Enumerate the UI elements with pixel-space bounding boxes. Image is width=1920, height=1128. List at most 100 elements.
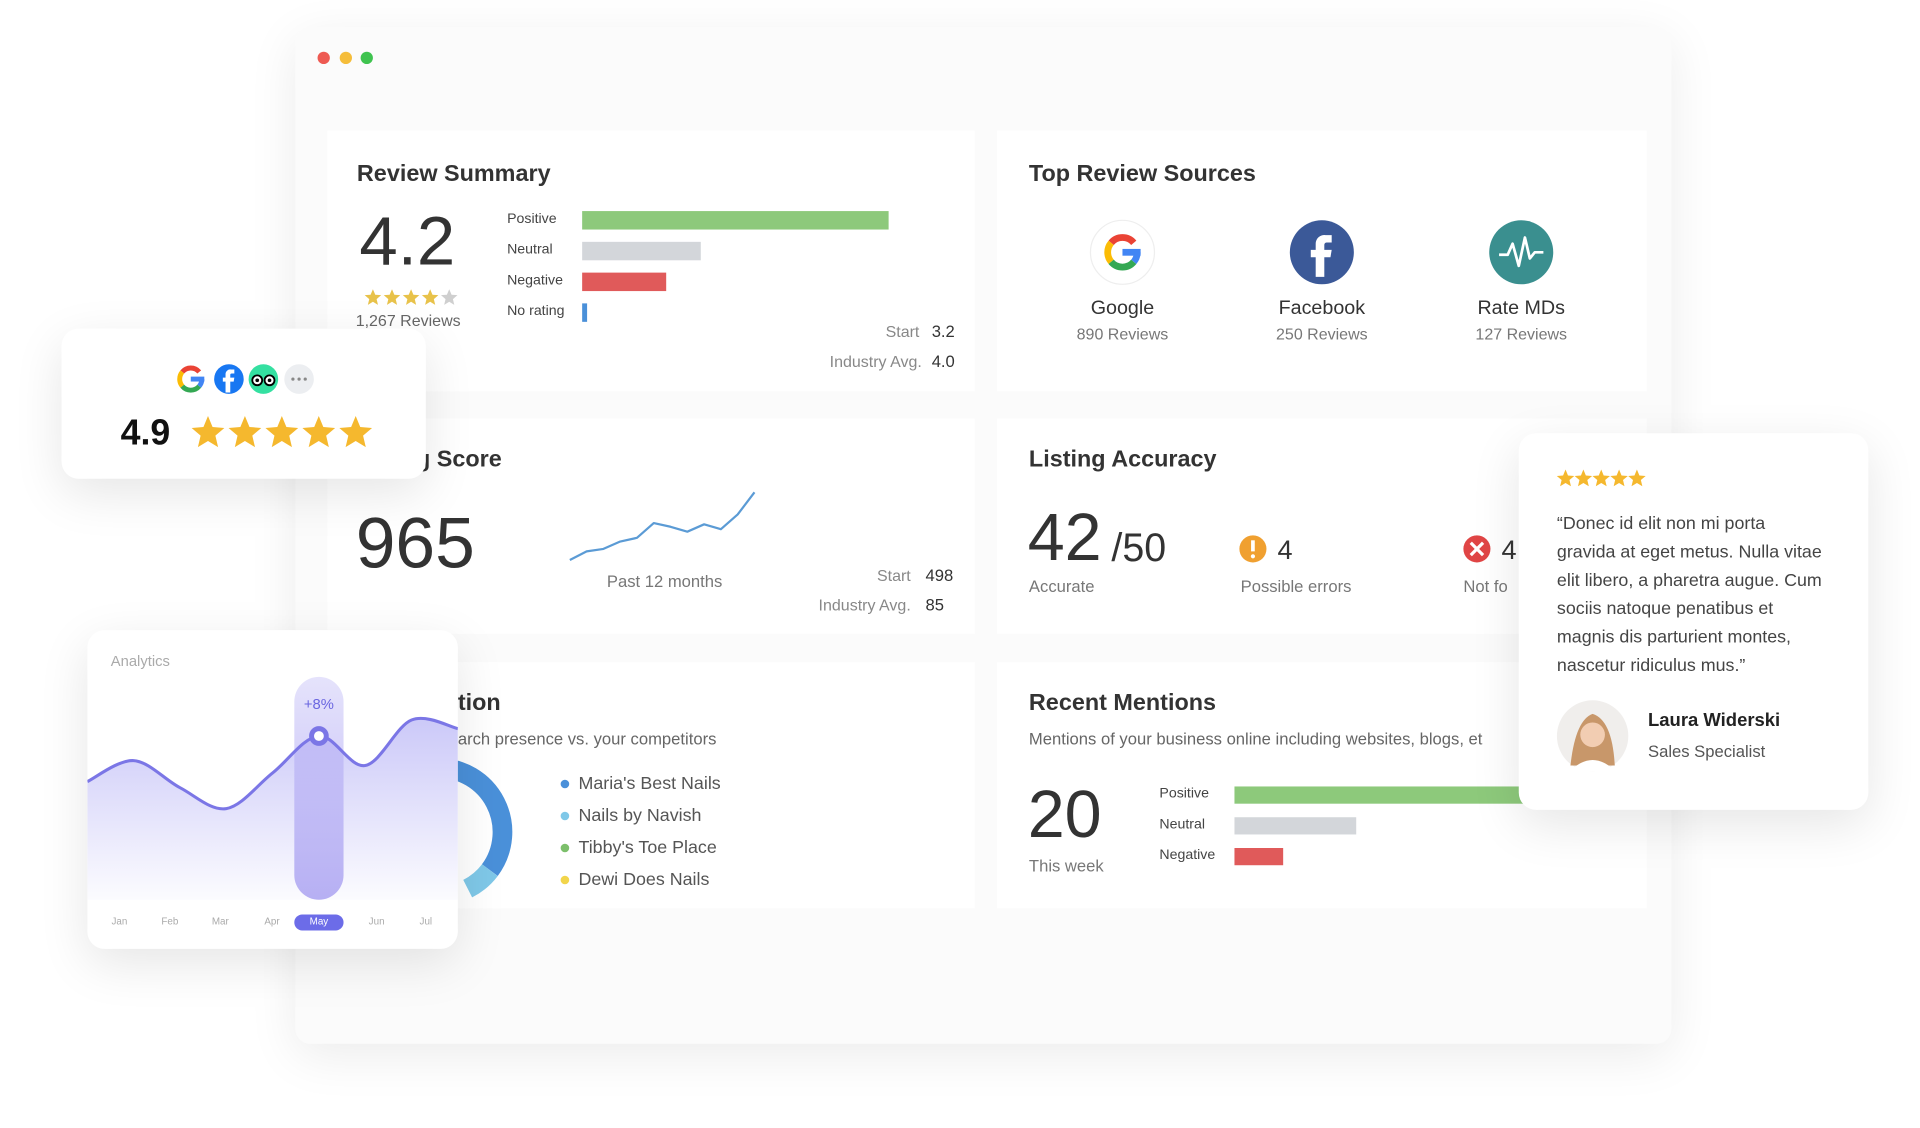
x-tick-label: Jul [419,915,433,927]
bar [1234,847,1284,866]
ratemds-icon [1489,220,1554,285]
testimonial-card: “Donec id elit non mi porta gravida at eg… [1518,433,1869,810]
google-icon [1089,219,1156,285]
facebook-icon [222,369,235,393]
source-reviews: 127 Reviews [1475,324,1568,344]
card-graphics [177,364,373,448]
line [87,717,458,811]
star-icon [402,289,420,305]
stat-label: Industry Avg. [818,595,911,615]
stat-caption: Accurate [1028,577,1095,596]
x-tick-label: Mar [211,915,229,927]
bar [1234,817,1357,835]
source-reviews: 890 Reviews [1076,324,1169,344]
star-icon [364,289,382,305]
not-found-count: 4 [1501,534,1517,565]
stat-value: 85 [925,595,945,615]
source-name: Facebook [1278,297,1366,319]
stat-caption: This week [1028,856,1104,876]
error-count: 4 [1277,534,1293,565]
stat-label: Start [876,566,911,585]
chart-label: Analytics [110,652,170,670]
quote-line: magnis dis parturient montes, [1556,627,1792,648]
quote-line: nascetur ridiculus mus.” [1556,655,1746,676]
card-title: Listing Accuracy [1028,446,1217,473]
legend-label: Maria's Best Nails [578,774,721,794]
author-name: Laura Widerski [1647,710,1781,732]
x-tick-label: Jun [368,915,385,927]
card [327,130,975,392]
legend-dot [560,843,570,853]
star-icon [302,415,336,448]
trend-line [569,491,756,561]
avatar [1580,722,1605,748]
trend-caption: Past 12 months [606,572,723,591]
legend-dot [560,811,570,821]
quote-line: “Donec id elit non mi porta [1556,514,1766,535]
highlight-column [294,676,344,900]
tripadvisor-icon [248,364,279,394]
google-icon [190,376,205,382]
error-icon [1463,535,1491,563]
facebook-icon [1289,220,1354,285]
score: 965 [355,503,475,584]
bar [582,241,701,261]
card-title: Top Review Sources [1028,161,1256,188]
star-icon [383,289,401,305]
analytics-card: Analytics +8% Jan Feb Mar Apr May Jun Jul [87,630,458,949]
google-icon [177,370,185,388]
window-dot [360,51,373,64]
star-icon [191,415,225,448]
window-dot [317,51,330,64]
google-icon [1104,240,1114,264]
source-name: Google [1090,297,1155,319]
bar [1234,786,1576,804]
star-icon [440,289,458,305]
more-icon [291,377,295,381]
point [309,726,329,746]
star-icon [1610,469,1628,487]
x-tick-label: May [309,915,329,927]
legend-label: Nails by Navish [578,806,702,826]
stat-value: 4.0 [931,351,955,371]
bar-label: Negative [507,273,563,288]
stat-value: 498 [925,566,954,585]
star-icon [339,415,373,448]
card-title: Review Summary [356,161,551,188]
quote-line: gravida at eget metus. Nulla vitae [1556,542,1822,563]
card-graphics [1556,469,1646,772]
area [87,718,458,900]
author-role: Sales Specialist [1647,742,1766,761]
bar-label: Positive [507,211,557,227]
star-icon [265,415,299,448]
bar [582,211,889,230]
google-icon [180,365,202,374]
bar-label: Neutral [1159,817,1206,832]
bar-label: Positive [1159,786,1209,802]
legend-dot [560,875,570,885]
stat-caption: Possible errors [1240,577,1352,596]
review-count: 1,267 Reviews [355,311,461,330]
card-title: g Score [415,446,502,473]
quote-line: sociis natoque penatibus et [1556,599,1774,620]
card-title: Recent Mentions [1028,690,1217,717]
x-tick-label: Apr [264,915,280,927]
mention-count: 20 [1027,777,1102,852]
rating-badge: 4.9 [61,328,426,479]
rating-value: 4.9 [120,413,171,453]
card-title: tion [457,690,501,717]
quote-line: elit libero, a pharetra augue. Cum [1556,571,1822,591]
stat-value: 3.2 [931,322,955,341]
accurate-total: /50 [1111,525,1167,570]
bar [582,303,588,322]
legend-dot [560,779,570,789]
card-subtitle: Mentions of your business online includi… [1028,729,1483,749]
star-icon [1556,469,1575,487]
google-icon [1122,248,1141,256]
warning-icon [1239,535,1267,563]
bar-label: No rating [507,303,565,319]
x-tick-label: Feb [161,915,179,927]
stat-label: Start [885,322,920,341]
window-dot [339,51,352,64]
avatar [1569,759,1616,772]
